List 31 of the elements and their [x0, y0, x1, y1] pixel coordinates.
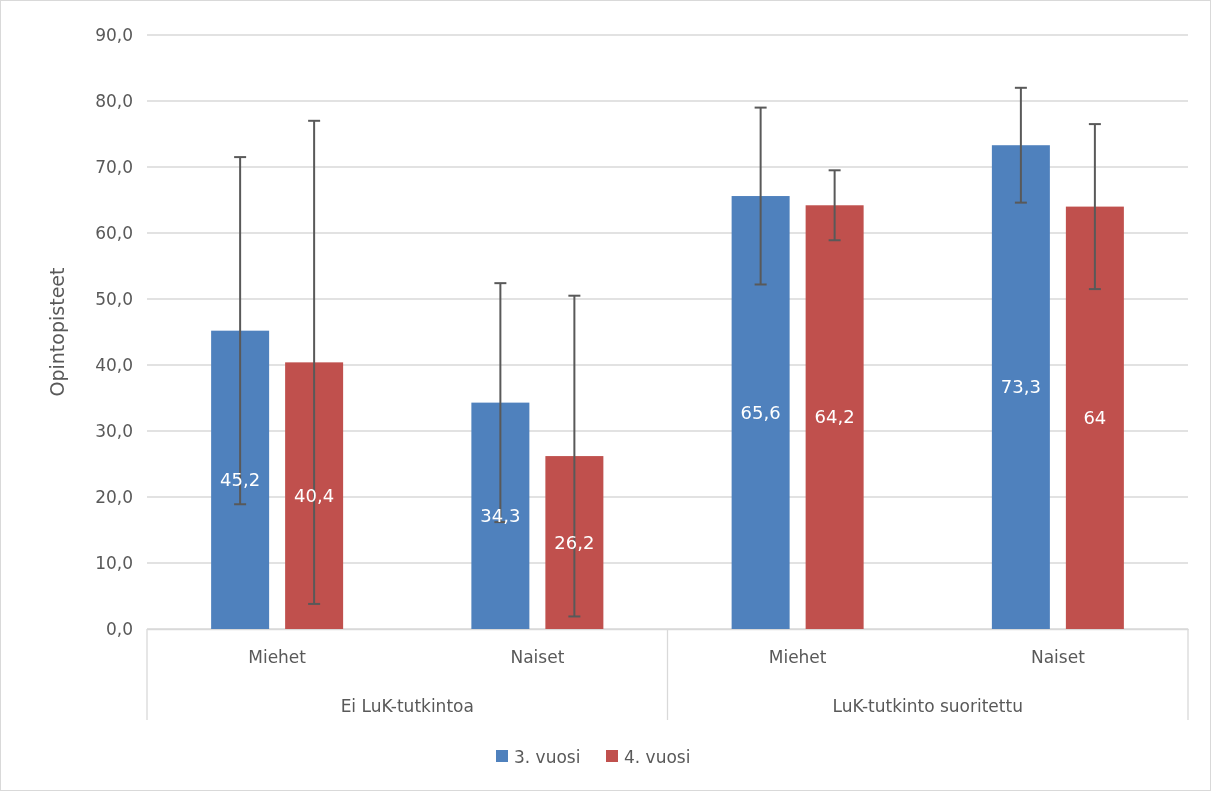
y-tick-label: 50,0 — [95, 288, 133, 309]
bar — [1065, 206, 1124, 629]
data-label: 64,2 — [814, 406, 855, 428]
y-tick-label: 10,0 — [95, 552, 133, 573]
bar — [471, 402, 530, 629]
y-tick-label: 40,0 — [95, 354, 133, 375]
bar — [545, 456, 604, 629]
bar — [731, 196, 790, 629]
legend-label: 3. vuosi — [514, 746, 581, 767]
y-tick-label: 0,0 — [105, 618, 133, 639]
x-tick-label: Miehet — [768, 647, 827, 668]
y-axis-title: Opintopisteet — [46, 267, 68, 397]
y-tick-label: 70,0 — [95, 156, 133, 177]
text: Ei LuK-tutkintoa — [340, 696, 474, 716]
bar — [211, 330, 270, 629]
x-tick-label: Miehet — [248, 647, 307, 668]
data-label: 64 — [1083, 407, 1107, 429]
legend-label: 4. vuosi — [624, 746, 691, 767]
y-tick-label: 30,0 — [95, 420, 133, 441]
x-tick-label: Naiset — [510, 647, 565, 668]
data-label: 65,6 — [740, 401, 781, 423]
data-label: 73,3 — [1000, 376, 1041, 398]
x-tick-label: Naiset — [1030, 647, 1086, 668]
y-tick-label: 60,0 — [95, 222, 133, 243]
bar — [805, 205, 864, 629]
y-tick-label: 90,0 — [95, 24, 133, 45]
bar — [991, 145, 1050, 629]
text: LuK-tutkinto suoritettu — [832, 696, 1023, 716]
y-tick-label: 80,0 — [95, 90, 133, 111]
y-tick-label: 20,0 — [95, 486, 133, 507]
bar — [285, 362, 344, 629]
